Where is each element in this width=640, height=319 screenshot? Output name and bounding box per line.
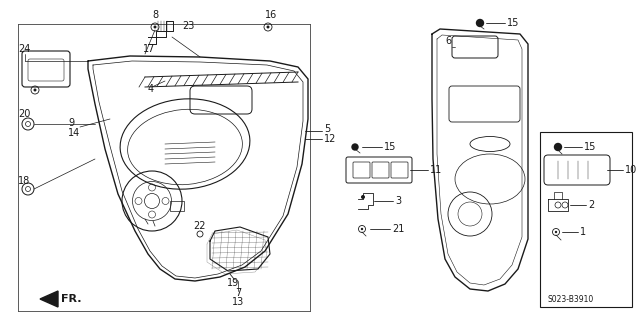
Text: 8: 8 <box>152 10 158 20</box>
Circle shape <box>154 26 157 28</box>
Text: 11: 11 <box>430 165 442 175</box>
Text: 9: 9 <box>68 118 74 128</box>
Circle shape <box>33 88 36 92</box>
Circle shape <box>361 195 365 199</box>
Text: 3: 3 <box>395 196 401 206</box>
Text: 15: 15 <box>384 142 396 152</box>
Text: 1: 1 <box>580 227 586 237</box>
Text: 12: 12 <box>324 134 337 144</box>
Text: 24: 24 <box>18 44 30 54</box>
Bar <box>170 201 184 211</box>
Text: 16: 16 <box>265 10 277 20</box>
Bar <box>540 132 632 307</box>
Text: 23: 23 <box>182 21 195 31</box>
Circle shape <box>555 231 557 233</box>
Circle shape <box>361 228 364 230</box>
Text: 6: 6 <box>445 36 451 46</box>
Text: 14: 14 <box>68 128 80 138</box>
Polygon shape <box>40 291 58 307</box>
Text: FR.: FR. <box>61 294 81 304</box>
Text: 10: 10 <box>625 165 637 175</box>
Circle shape <box>266 26 269 28</box>
Text: S023-B3910: S023-B3910 <box>547 294 593 303</box>
Text: 4: 4 <box>148 84 154 94</box>
Circle shape <box>477 19 483 26</box>
Text: 20: 20 <box>18 109 30 119</box>
Text: 15: 15 <box>507 18 520 28</box>
Text: 17: 17 <box>143 44 156 54</box>
Text: 2: 2 <box>588 200 595 210</box>
Text: 21: 21 <box>392 224 404 234</box>
Text: 22: 22 <box>193 221 205 231</box>
Text: 15: 15 <box>584 142 596 152</box>
Text: 5: 5 <box>324 124 330 134</box>
Text: 13: 13 <box>232 297 244 307</box>
Text: 7: 7 <box>235 288 241 298</box>
Circle shape <box>352 144 358 150</box>
Circle shape <box>554 144 561 151</box>
Text: 18: 18 <box>18 176 30 186</box>
Text: 19: 19 <box>227 278 239 288</box>
